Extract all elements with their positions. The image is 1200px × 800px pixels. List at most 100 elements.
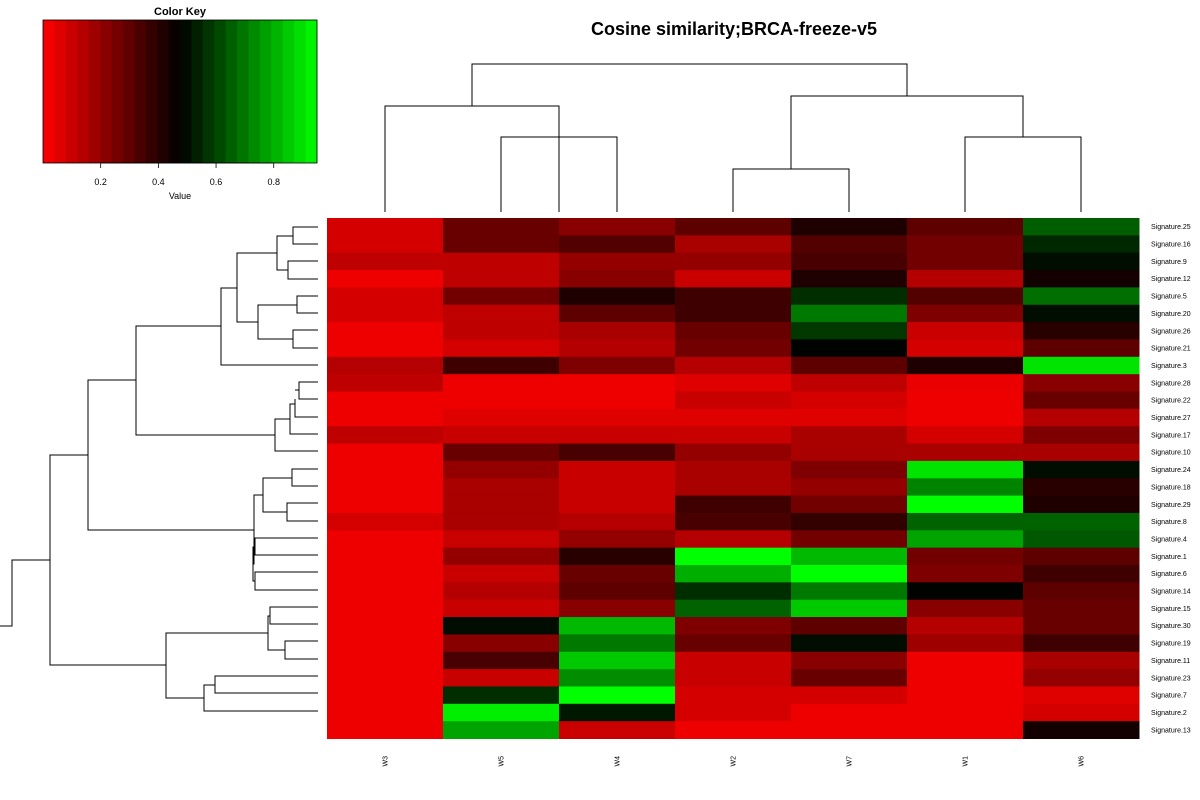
heatmap-cell bbox=[675, 443, 792, 462]
color-key-band bbox=[65, 20, 78, 163]
heatmap-cell bbox=[675, 669, 792, 687]
color-key-band bbox=[271, 20, 284, 163]
row-label: Signature.11 bbox=[1151, 658, 1190, 665]
heatmap-cell bbox=[327, 651, 444, 670]
heatmap-cell bbox=[443, 617, 560, 635]
heatmap-cell bbox=[907, 651, 1024, 670]
color-key-band bbox=[214, 20, 227, 163]
heatmap-cell bbox=[327, 443, 444, 462]
row-label: Signature.12 bbox=[1151, 276, 1191, 283]
heatmap-cell bbox=[1023, 686, 1140, 705]
color-key-band bbox=[259, 20, 272, 163]
heatmap-cell bbox=[327, 322, 444, 340]
color-key-ticks: 0.2 0.4 0.6 0.8 bbox=[94, 162, 280, 187]
color-key-tick-label: 0.6 bbox=[210, 177, 223, 187]
color-key-band bbox=[168, 20, 181, 163]
row-label: Signature.16 bbox=[1151, 242, 1191, 249]
heatmap-cell bbox=[327, 669, 444, 687]
row-label: Signature.24 bbox=[1151, 467, 1191, 474]
color-key-band bbox=[157, 20, 169, 163]
heatmap-cell bbox=[1023, 530, 1140, 549]
heatmap-cell bbox=[791, 547, 908, 566]
heatmap-cell bbox=[791, 374, 908, 392]
heatmap-cell bbox=[1023, 512, 1140, 531]
heatmap-cell bbox=[1023, 339, 1140, 358]
color-key-title: Color Key bbox=[154, 6, 207, 18]
heatmap-cell bbox=[791, 339, 908, 358]
heatmap-cell bbox=[559, 322, 676, 340]
heatmap-cell bbox=[559, 547, 676, 566]
heatmap-cell bbox=[1023, 408, 1140, 427]
row-label: Signature.14 bbox=[1151, 589, 1191, 596]
heatmap-cell bbox=[907, 304, 1024, 323]
heatmap-cell bbox=[559, 599, 676, 618]
heatmap-cell bbox=[675, 599, 792, 618]
heatmap-cell bbox=[907, 686, 1024, 705]
heatmap-cell bbox=[327, 565, 444, 583]
row-label: Signature.20 bbox=[1151, 311, 1191, 318]
heatmap-cell bbox=[907, 703, 1024, 722]
heatmap-cell bbox=[327, 634, 444, 653]
heatmap-cell bbox=[907, 495, 1024, 514]
heatmap-cell bbox=[443, 530, 560, 549]
heatmap-cell bbox=[675, 547, 792, 566]
heatmap-cell bbox=[791, 356, 908, 375]
heatmap-cell bbox=[1023, 374, 1140, 392]
heatmap-cell bbox=[675, 703, 792, 722]
heatmap-cell bbox=[443, 565, 560, 583]
heatmap-cell bbox=[1023, 322, 1140, 340]
color-key-band bbox=[54, 20, 67, 163]
heatmap-cell bbox=[1023, 582, 1140, 601]
heatmap-cell bbox=[1023, 495, 1140, 514]
heatmap-cell bbox=[327, 304, 444, 323]
row-label: Signature.26 bbox=[1151, 328, 1191, 335]
heatmap-cell bbox=[559, 287, 676, 306]
column-label: W7 bbox=[847, 756, 854, 767]
heatmap-cell bbox=[907, 617, 1024, 635]
heatmap-cell bbox=[443, 512, 560, 531]
heatmap-cell bbox=[791, 252, 908, 271]
heatmap-cell bbox=[327, 721, 444, 739]
heatmap-cell bbox=[675, 478, 792, 497]
heatmap-cell bbox=[675, 495, 792, 514]
column-labels: W3 W5 W4 W2 W7 W1 W6 bbox=[383, 756, 1086, 767]
heatmap-cell bbox=[443, 408, 560, 427]
row-labels: Signature.25 Signature.16 Signature.9 Signa… bbox=[1151, 224, 1191, 734]
heatmap-cell bbox=[443, 426, 560, 445]
row-label: Signature.19 bbox=[1151, 641, 1191, 648]
color-key-band bbox=[100, 20, 112, 163]
heatmap-cell bbox=[907, 270, 1024, 288]
row-label: Signature.23 bbox=[1151, 675, 1191, 682]
color-key-band bbox=[248, 20, 261, 163]
heatmap-cell bbox=[443, 218, 560, 236]
heatmap-cell bbox=[675, 304, 792, 323]
heatmap-cell bbox=[327, 686, 444, 705]
heatmap-cell bbox=[675, 686, 792, 705]
heatmap-cell bbox=[1023, 218, 1140, 236]
heatmap-cell bbox=[443, 634, 560, 653]
heatmap-cell bbox=[559, 426, 676, 445]
heatmap-cell bbox=[907, 460, 1024, 479]
color-key-tick-label: 0.8 bbox=[267, 177, 280, 187]
heatmap-cell bbox=[559, 617, 676, 635]
color-key-band bbox=[134, 20, 147, 163]
heatmap-cell bbox=[675, 374, 792, 392]
heatmap-cell bbox=[559, 703, 676, 722]
heatmap-cell bbox=[1023, 617, 1140, 635]
heatmap-cell bbox=[327, 270, 444, 288]
heatmap-cell bbox=[1023, 443, 1140, 462]
heatmap-cell bbox=[327, 408, 444, 427]
row-label: Signature.6 bbox=[1151, 571, 1187, 578]
row-label: Signature.18 bbox=[1151, 484, 1191, 491]
heatmap-cell bbox=[327, 495, 444, 514]
heatmap-cell bbox=[327, 512, 444, 531]
color-key-band bbox=[294, 20, 306, 163]
heatmap-cell bbox=[559, 582, 676, 601]
color-key-tick-label: 0.2 bbox=[94, 177, 107, 187]
heatmap-cell bbox=[559, 686, 676, 705]
color-key-band bbox=[43, 20, 55, 163]
row-label: Signature.17 bbox=[1151, 432, 1191, 439]
heatmap-cell bbox=[559, 495, 676, 514]
heatmap-cell bbox=[327, 582, 444, 601]
heatmap-cell bbox=[675, 565, 792, 583]
